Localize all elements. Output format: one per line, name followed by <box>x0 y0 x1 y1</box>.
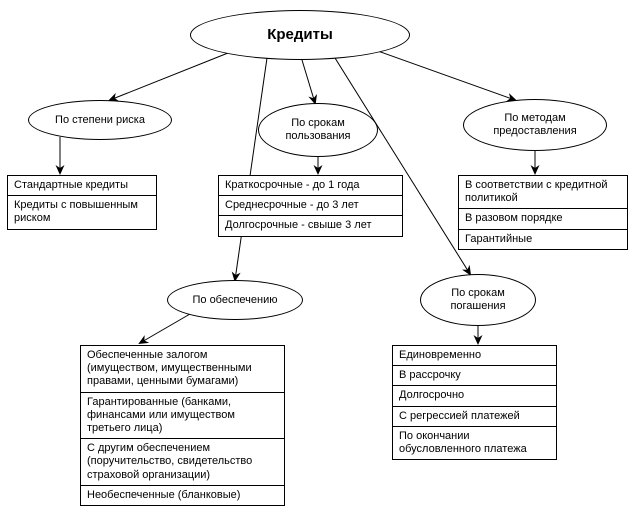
branch-node-risk: По степени риска <box>28 100 172 140</box>
list-item: В разовом порядке <box>459 209 627 229</box>
list-item: Долгосрочные - свыше 3 лет <box>219 216 402 235</box>
branch-label: По срокам пользования <box>265 117 371 142</box>
edge-arrow <box>110 53 228 100</box>
edge-arrow <box>375 50 515 100</box>
list-item: Гарантийные <box>459 230 627 249</box>
edge-arrow <box>235 58 267 280</box>
edge-arrow <box>140 314 190 343</box>
list-item: С регрессией платежей <box>393 407 556 427</box>
branch-node-collateral: По обеспечению <box>167 280 303 320</box>
list-item: По окончании обусловленного платежа <box>393 427 556 459</box>
root-node: Кредиты <box>190 10 410 60</box>
list-item: Стандартные кредиты <box>8 176 156 196</box>
branch-list-term_use: Краткосрочные - до 1 годаСреднесрочные -… <box>218 175 403 237</box>
list-item: Необеспеченные (бланковые) <box>81 486 284 505</box>
branch-node-method: По методам предоставления <box>463 99 607 151</box>
list-item: Среднесрочные - до 3 лет <box>219 196 402 216</box>
list-item: Обеспеченные залогом (имуществом, имущес… <box>81 346 284 393</box>
list-item: В соответствии с кредитной политикой <box>459 176 627 209</box>
list-item: Краткосрочные - до 1 года <box>219 176 402 196</box>
branch-label: По обеспечению <box>192 294 277 307</box>
root-label: Кредиты <box>267 26 333 43</box>
list-item: Долгосрочно <box>393 386 556 406</box>
branch-label: По методам предоставления <box>470 112 600 137</box>
list-item: С другим обеспечением (поручительство, с… <box>81 439 284 486</box>
branch-node-repay: По срокам погашения <box>420 274 536 326</box>
edge-arrow <box>302 60 315 103</box>
list-item: Кредиты с повышенным риском <box>8 196 156 228</box>
list-item: Единовременно <box>393 346 556 366</box>
edge-arrow <box>335 58 470 274</box>
branch-list-method: В соответствии с кредитной политикойВ ра… <box>458 175 628 250</box>
branch-node-term_use: По срокам пользования <box>258 103 378 157</box>
branch-label: По степени риска <box>55 114 145 127</box>
list-item: Гарантированные (банками, финансами или … <box>81 393 284 440</box>
branch-label: По срокам погашения <box>427 287 529 312</box>
list-item: В рассрочку <box>393 366 556 386</box>
branch-list-risk: Стандартные кредитыКредиты с повышенным … <box>7 175 157 230</box>
branch-list-collateral: Обеспеченные залогом (имуществом, имущес… <box>80 345 285 506</box>
branch-list-repay: ЕдиновременноВ рассрочкуДолгосрочноС рег… <box>392 345 557 460</box>
